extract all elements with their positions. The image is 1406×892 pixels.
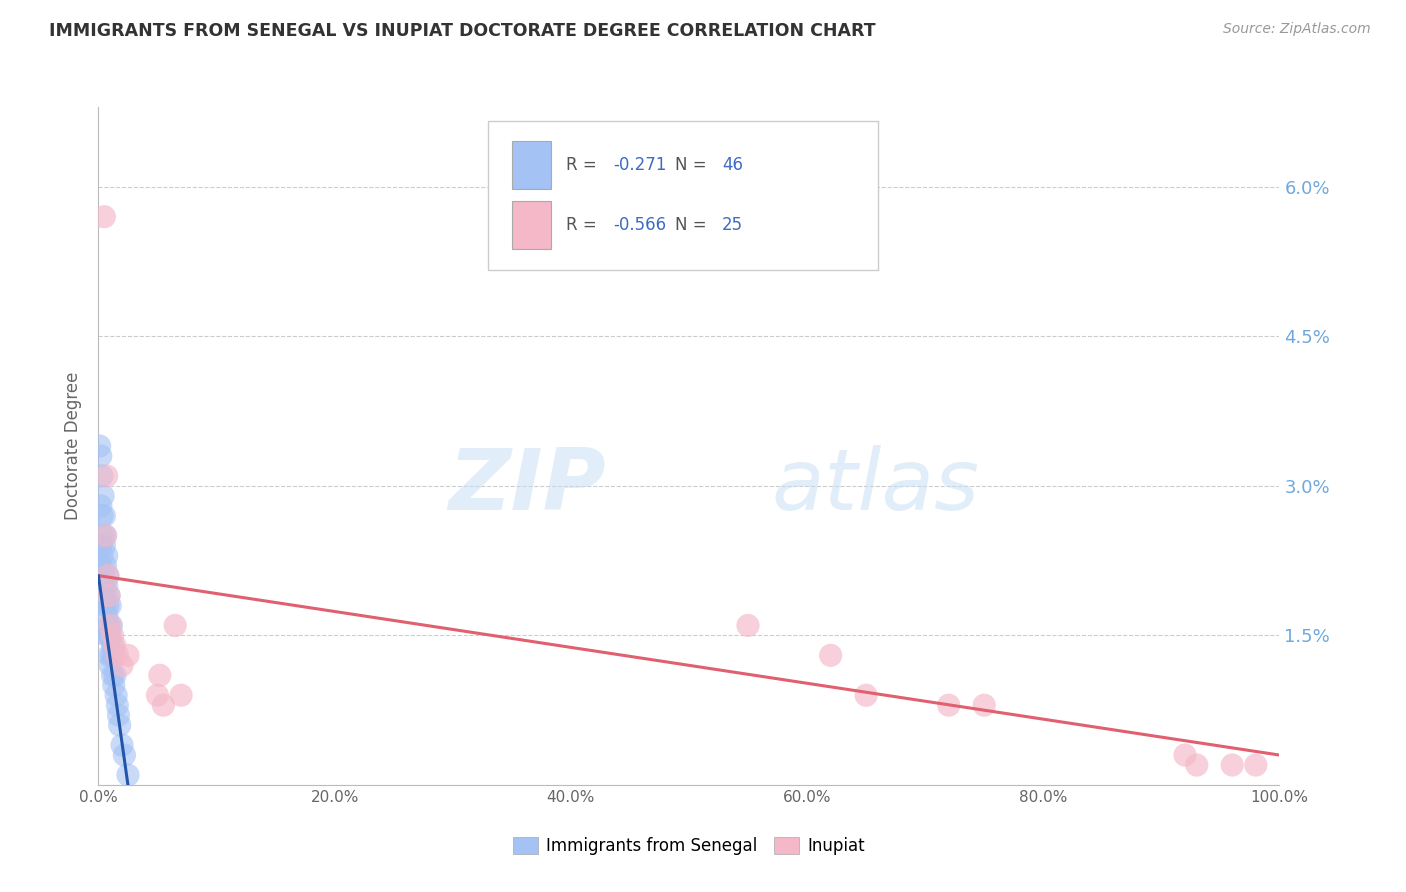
Point [111,658,134,673]
Text: N =: N = [675,156,711,174]
Point [98,589,121,603]
Text: N =: N = [675,216,711,234]
Point [1244,758,1267,772]
Point [93,578,115,592]
Point [90,539,112,553]
Point [90,449,112,463]
Point [97,568,120,582]
Point [96,608,118,623]
Y-axis label: Doctorate Degree: Doctorate Degree [65,372,83,520]
Point [97,599,120,613]
Point [93,508,115,523]
Point [101,628,124,642]
Point [165,618,187,632]
Point [152,698,174,713]
Point [737,618,759,632]
Point [100,618,122,632]
Point [91,529,114,543]
Point [93,599,115,613]
Point [97,568,120,582]
Point [93,210,115,224]
Point [96,469,118,483]
Point [855,688,877,702]
Point [938,698,960,713]
Text: -0.271: -0.271 [613,156,666,174]
Point [93,539,115,553]
Point [820,648,842,663]
Text: ZIP: ZIP [449,445,606,528]
Point [101,668,124,682]
Point [170,688,193,702]
Point [101,639,124,653]
Point [108,718,131,732]
Point [105,688,128,702]
Point [1174,747,1197,762]
Point [103,678,125,692]
Point [91,568,114,582]
Point [98,599,121,613]
Point [112,747,135,762]
Point [100,648,122,663]
Point [94,558,117,573]
Point [98,658,121,673]
Point [90,499,112,513]
Point [89,558,111,573]
Point [91,508,114,523]
Point [98,648,121,663]
Point [1220,758,1243,772]
Text: R =: R = [567,156,602,174]
Text: 25: 25 [723,216,744,234]
Text: IMMIGRANTS FROM SENEGAL VS INUPIAT DOCTORATE DEGREE CORRELATION CHART: IMMIGRANTS FROM SENEGAL VS INUPIAT DOCTO… [49,22,876,40]
Point [94,529,117,543]
Point [94,589,117,603]
Point [146,688,169,702]
Point [91,578,114,592]
Point [98,628,121,642]
Point [111,738,134,752]
Text: atlas: atlas [772,445,980,528]
Point [94,529,117,543]
Point [96,628,118,642]
Text: Source: ZipAtlas.com: Source: ZipAtlas.com [1223,22,1371,37]
Point [117,648,139,663]
Point [89,439,111,453]
Text: R =: R = [567,216,602,234]
Point [105,698,128,713]
Point [117,768,139,782]
Point [98,618,121,632]
Point [149,668,172,682]
Point [1185,758,1208,772]
Point [973,698,995,713]
Point [98,589,121,603]
Point [105,648,128,663]
Text: -0.566: -0.566 [613,216,666,234]
Point [96,578,118,592]
Legend: Immigrants from Senegal, Inupiat: Immigrants from Senegal, Inupiat [503,827,875,864]
Point [91,489,114,503]
Point [104,639,127,653]
Point [98,618,121,632]
Point [107,708,129,723]
Text: 46: 46 [723,156,742,174]
Point [91,549,114,563]
Point [91,469,114,483]
Point [97,628,120,642]
Point [103,648,125,663]
Point [96,549,118,563]
Point [104,668,127,682]
